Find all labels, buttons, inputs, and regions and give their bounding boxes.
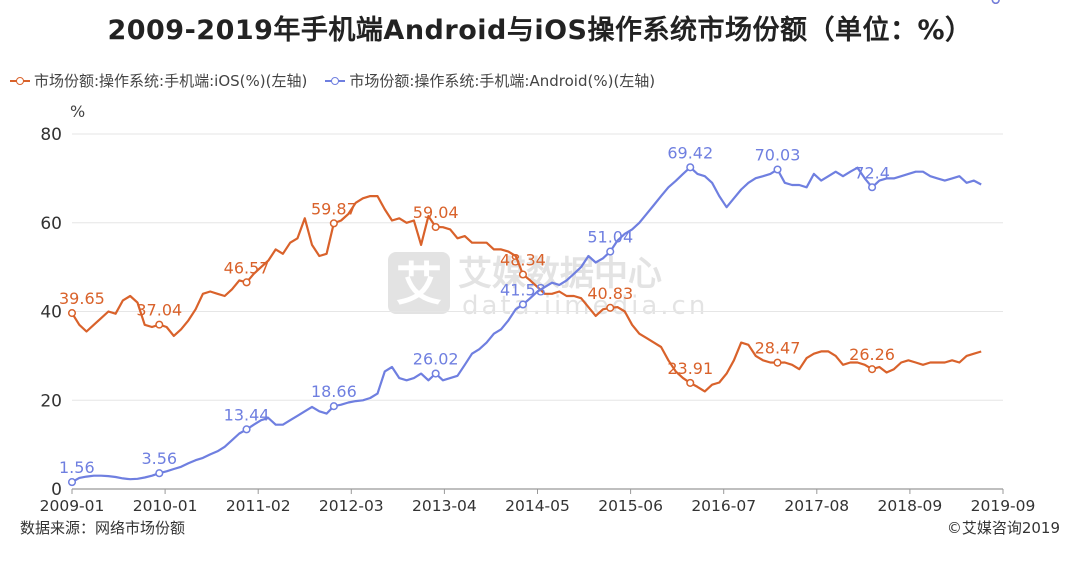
data-label-android: 72.4: [854, 163, 890, 182]
data-label-ios: 30.99: [973, 0, 1019, 4]
y-tick-label: 40: [40, 303, 62, 323]
y-tick-label: 0: [51, 480, 62, 500]
data-point-android: [991, 0, 1000, 5]
source-note: 数据来源：网络市场份额: [20, 519, 186, 537]
legend-item-android[interactable]: 市场份额:操作系统:手机端:Android(%)(左轴): [325, 70, 655, 91]
data-label-android: 1.56: [59, 458, 95, 477]
data-point-ios: [242, 278, 251, 287]
legend-label-android: 市场份额:操作系统:手机端:Android(%)(左轴): [349, 72, 656, 90]
x-tick-label: 2017-08: [784, 497, 849, 515]
data-point-ios: [773, 358, 782, 367]
data-label-ios: 46.57: [224, 258, 270, 277]
data-point-ios: [606, 303, 615, 312]
x-tick-label: 2012-03: [319, 497, 384, 515]
series-layer: [67, 0, 1000, 487]
data-label-ios: 26.26: [849, 345, 895, 364]
watermark-name: 艾媒数据中心: [458, 254, 662, 294]
x-tick-label: 2011-02: [226, 497, 291, 515]
data-label-android: 18.66: [311, 382, 357, 401]
data-label-ios: 48.34: [500, 250, 546, 269]
data-label-ios: 23.91: [667, 359, 713, 378]
data-label-android: 3.56: [141, 449, 177, 468]
data-point-ios: [686, 378, 695, 387]
data-label-android: 13.44: [224, 405, 270, 424]
y-tick-label: 60: [40, 214, 62, 234]
data-point-ios: [329, 219, 338, 228]
x-tick-label: 2013-04: [412, 497, 477, 515]
x-tick-label: 2014-05: [505, 497, 570, 515]
data-label-android: 51.04: [587, 228, 633, 247]
watermark-logo-box: [388, 252, 450, 314]
data-point-android: [686, 163, 695, 172]
x-tick-label: 2016-07: [691, 497, 756, 515]
grid-layer: [72, 133, 1003, 401]
data-label-android: 69.42: [667, 143, 713, 162]
data-point-ios: [155, 320, 164, 329]
series-line-ios: [71, 195, 982, 393]
data-label-ios: 28.47: [755, 339, 801, 358]
legend-swatch-ios: [10, 76, 30, 86]
data-point-android: [242, 425, 251, 434]
data-point-ios: [431, 222, 440, 232]
chart-legend: 市场份额:操作系统:手机端:iOS(%)(左轴) 市场份额:操作系统:手机端:A…: [10, 70, 655, 91]
data-label-ios: 59.87: [311, 199, 357, 218]
x-tick-label: 2009-01: [40, 497, 105, 515]
data-label-android: 41.58: [500, 280, 546, 299]
data-point-android: [868, 183, 877, 192]
data-label-android: 68.63: [973, 0, 1019, 4]
legend-item-ios[interactable]: 市场份额:操作系统:手机端:iOS(%)(左轴): [10, 70, 307, 91]
data-label-android: 70.03: [755, 146, 801, 165]
data-label-android: 26.02: [413, 350, 459, 369]
series-line-android: [71, 166, 982, 484]
data-point-android: [773, 165, 782, 174]
x-tick-label: 2018-09: [878, 497, 943, 515]
watermark: 艾 艾媒数据中心 data.iimedia.cn: [388, 252, 708, 321]
data-point-ios: [518, 270, 528, 279]
data-label-layer: 39.65 37.04 46.57 59.87 59.04 48.34 40.83 23.91…: [59, 0, 1019, 477]
data-point-android: [518, 300, 528, 309]
data-label-ios: 37.04: [136, 301, 182, 320]
data-label-ios: 40.83: [587, 284, 633, 303]
axis-layer: 0 20 40 60 80% 2009-01 2010-01 2011-02 2012-03 20…: [40, 102, 1036, 515]
x-tick-label: 2010-01: [133, 497, 198, 515]
y-axis-unit: %: [70, 102, 85, 121]
data-point-android: [329, 402, 338, 411]
x-tick-label: 2019-09: [971, 497, 1036, 515]
y-tick-label: 20: [40, 391, 62, 411]
data-point-android: [155, 469, 164, 478]
watermark-url: data.iimedia.cn: [462, 291, 708, 321]
copyright-note: ©艾媒咨询2019: [946, 519, 1060, 537]
y-tick-label: 80: [40, 125, 62, 145]
legend-swatch-android: [325, 76, 346, 86]
data-point-ios: [868, 365, 877, 374]
data-point-android: [431, 369, 440, 378]
data-label-ios: 39.65: [59, 289, 105, 308]
data-label-ios: 59.04: [413, 203, 459, 222]
x-tick-label: 2015-06: [598, 497, 663, 515]
data-point-android: [67, 478, 77, 487]
watermark-logo-char: 艾: [396, 257, 442, 311]
legend-label-ios: 市场份额:操作系统:手机端:iOS(%)(左轴): [34, 72, 308, 90]
chart-title: 2009-2019年手机端Android与iOS操作系统市场份额（单位：%）: [107, 15, 973, 46]
data-point-android: [606, 247, 615, 256]
data-point-ios: [67, 309, 77, 318]
